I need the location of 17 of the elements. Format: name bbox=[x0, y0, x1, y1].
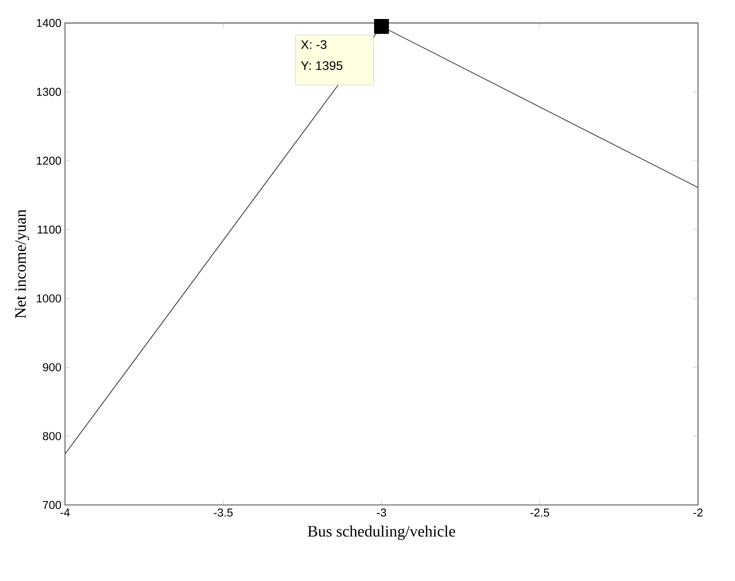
x-tick-label: -2 bbox=[693, 508, 703, 517]
x-tick-label: -3 bbox=[376, 508, 386, 517]
y-tick-label: 1100 bbox=[38, 226, 62, 234]
y-tick-label: 1200 bbox=[36, 156, 62, 165]
y-tick-label: 1000 bbox=[36, 294, 62, 302]
y-tick-label: 900 bbox=[42, 363, 62, 372]
y-tick-label: 700 bbox=[42, 500, 62, 510]
y-tick-label: 1300 bbox=[36, 88, 62, 96]
x-tick-label: -2.5 bbox=[530, 508, 550, 517]
y-tick-label: 1400 bbox=[36, 18, 62, 28]
x-tick-label: -3.5 bbox=[214, 508, 233, 517]
y-tick-label: 800 bbox=[42, 432, 62, 440]
annotation: Y: 1395 bbox=[300, 61, 342, 70]
y-axis-title: Net income/yuan bbox=[15, 210, 30, 318]
annotation: X: -3 bbox=[300, 40, 326, 50]
x-axis-title: Bus scheduling/vehicle bbox=[308, 525, 456, 540]
x-tick-label: -4 bbox=[60, 508, 70, 516]
